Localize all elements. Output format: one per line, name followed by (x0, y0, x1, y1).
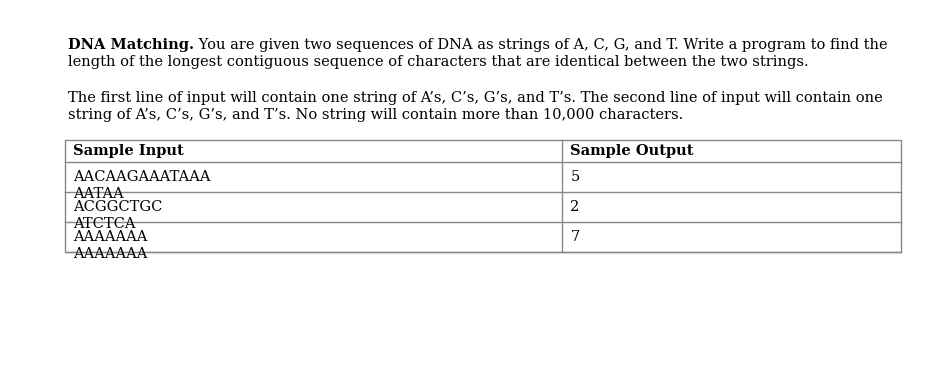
Text: length of the longest contiguous sequence of characters that are identical betwe: length of the longest contiguous sequenc… (68, 56, 808, 69)
Text: 5: 5 (570, 170, 580, 184)
Text: The first line of input will contain one string of A’s, C’s, G’s, and T’s. The s: The first line of input will contain one… (68, 91, 882, 105)
Text: AAAAAAA: AAAAAAA (73, 247, 147, 261)
Text: ATCTCA: ATCTCA (73, 217, 135, 230)
Text: Sample Output: Sample Output (570, 144, 694, 158)
Text: You are given two sequences of DNA as strings of A, C, G, and T. Write a program: You are given two sequences of DNA as st… (194, 38, 888, 52)
Text: AAAAAAA: AAAAAAA (73, 230, 147, 244)
Bar (65, 140, 901, 252)
Text: 7: 7 (570, 230, 580, 244)
Text: ACGGCTGC: ACGGCTGC (73, 200, 162, 214)
Text: string of A’s, C’s, G’s, and T’s. No string will contain more than 10,000 charac: string of A’s, C’s, G’s, and T’s. No str… (68, 108, 683, 122)
Text: AATAA: AATAA (73, 186, 124, 201)
Text: 2: 2 (570, 200, 580, 214)
Text: DNA Matching.: DNA Matching. (68, 38, 194, 52)
Text: Sample Input: Sample Input (73, 144, 183, 158)
Text: AACAAGAAATAAA: AACAAGAAATAAA (73, 170, 210, 184)
